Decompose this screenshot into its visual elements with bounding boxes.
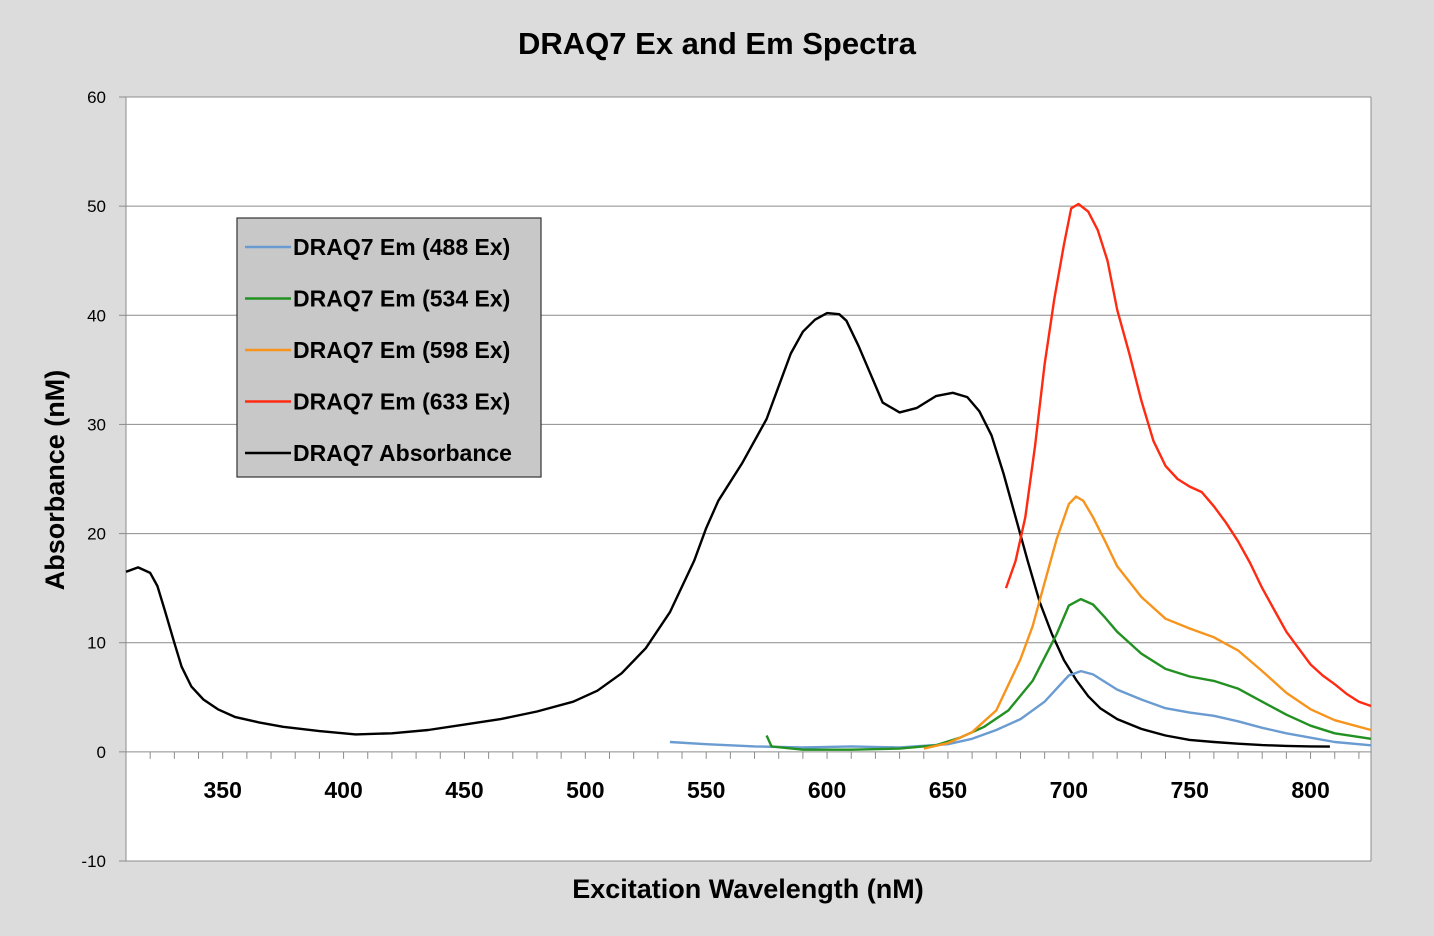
series-line-0 [669,669,1372,749]
series-lines [125,202,1372,751]
y-tick-label: 30 [87,415,106,434]
legend-label: DRAQ7 Em (633 Ex) [293,389,510,415]
series-line-3 [1004,202,1372,708]
legend-label: DRAQ7 Em (534 Ex) [293,286,510,312]
chart-title: DRAQ7 Ex and Em Spectra [518,26,916,61]
legend-box [236,217,542,478]
y-axis-title: Absorbance (nM) [40,370,70,591]
legend-label: DRAQ7 Em (488 Ex) [293,234,510,260]
x-tick-label: 600 [808,777,846,803]
y-tick-label: 0 [97,743,106,762]
x-tick-label: 550 [687,777,725,803]
x-tick-label: 400 [324,777,362,803]
axes: -10 0 10 20 30 40 50 60 350 400 450 500 550 600 650 700… [81,88,1372,871]
x-axis-title: Excitation Wavelength (nM) [572,874,924,904]
y-tick-label: 60 [87,88,106,107]
series-line-4 [125,311,1330,748]
x-tick-label: 800 [1291,777,1329,803]
series-line-2 [923,495,1372,750]
legend-label: DRAQ7 Absorbance [293,440,512,466]
legend-label: DRAQ7 Em (598 Ex) [293,337,510,363]
y-tick-label: 50 [87,197,106,216]
x-tick-label: 650 [929,777,967,803]
y-tick-label: 20 [87,525,106,544]
y-tick-label: -10 [81,852,106,871]
x-tick-label: 500 [566,777,604,803]
x-tick-label: 450 [445,777,483,803]
x-tick-label: 350 [204,777,242,803]
series-line-1 [765,597,1372,751]
x-tick-label: 700 [1050,777,1088,803]
legend: DRAQ7 Em (488 Ex) DRAQ7 Em (534 Ex) DRAQ7 … [236,217,542,478]
x-tick-label: 750 [1171,777,1209,803]
y-tick-label: 10 [87,634,106,653]
y-tick-label: 40 [87,306,106,325]
